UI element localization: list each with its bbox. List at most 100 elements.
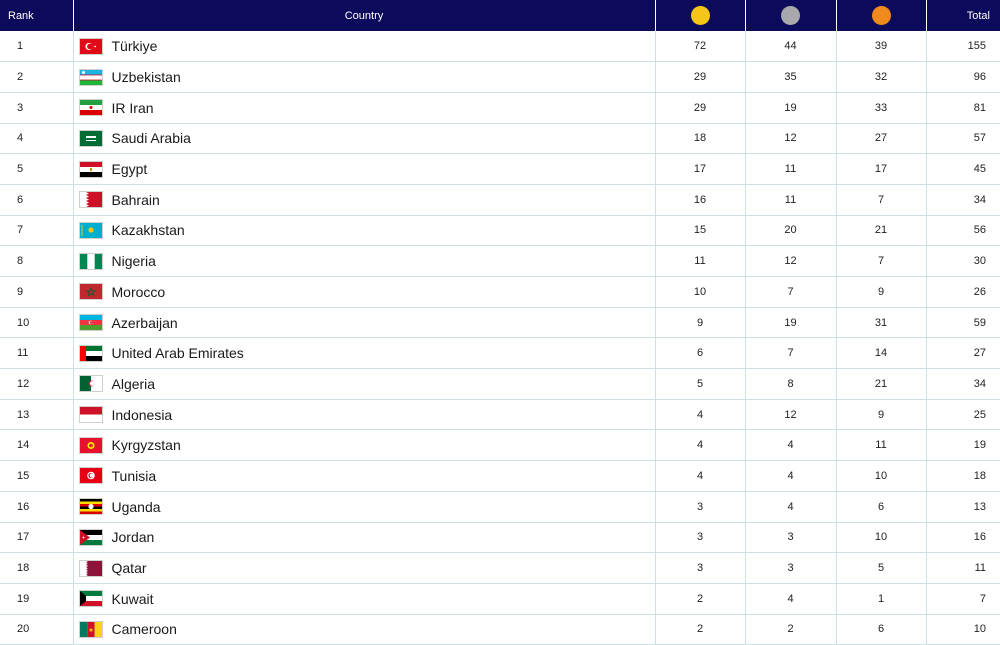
rank-cell: 14: [0, 429, 73, 462]
egypt-flag-icon: [78, 160, 103, 178]
country-name[interactable]: Algeria: [111, 375, 156, 392]
country-name[interactable]: Uzbekistan: [111, 69, 181, 86]
table-row[interactable]: 15 Tunisia 4 4 10 18: [0, 460, 1000, 492]
table-row[interactable]: 17 Jordan 3 3 10 16: [0, 522, 1000, 554]
gold-count: 29: [654, 92, 745, 124]
kazakhstan-flag-icon: [78, 221, 103, 239]
rank-cell: 19: [0, 583, 73, 615]
country-cell[interactable]: Tunisia: [72, 460, 655, 492]
bronze-header[interactable]: [835, 0, 926, 31]
table-row[interactable]: 9 Morocco 10 7 9 26: [0, 276, 1000, 308]
table-row[interactable]: 6 Bahrain 16 11 7 34: [0, 184, 1000, 216]
country-name[interactable]: Qatar: [111, 560, 147, 577]
table-row[interactable]: 16 Uganda 3 4 6 13: [0, 491, 1000, 523]
country-cell[interactable]: Algeria: [72, 368, 655, 400]
silver-count: 11: [744, 153, 836, 185]
country-name[interactable]: Türkiye: [111, 38, 158, 55]
country-cell[interactable]: Türkiye: [72, 31, 655, 63]
country-header[interactable]: Country: [72, 0, 655, 31]
table-row[interactable]: 3 IR Iran 29 19 33 81: [0, 92, 1000, 124]
table-row[interactable]: 8 Nigeria 11 12 7 30: [0, 245, 1000, 277]
jordan-flag-icon: [78, 528, 103, 546]
country-cell[interactable]: Uzbekistan: [72, 61, 655, 93]
country-cell[interactable]: United Arab Emirates: [72, 337, 655, 370]
country-cell[interactable]: Indonesia: [72, 399, 655, 431]
rank-cell: 18: [0, 552, 73, 584]
country-name[interactable]: Morocco: [111, 283, 166, 300]
table-row[interactable]: 4 Saudi Arabia 18 12 27 57: [0, 123, 1000, 155]
total-header[interactable]: Total: [925, 0, 1000, 31]
rank-cell: 10: [0, 307, 73, 339]
silver-count: 7: [744, 337, 836, 370]
table-row[interactable]: 1 Türkiye 72 44 39 155: [0, 31, 1000, 63]
gold-count: 18: [654, 123, 745, 155]
total-count: 11: [925, 552, 1000, 584]
bronze-count: 1: [835, 583, 926, 615]
silver-header[interactable]: [744, 0, 836, 31]
tunisia-flag-icon: [78, 467, 103, 485]
country-name[interactable]: Egypt: [111, 161, 148, 178]
bronze-count: 7: [835, 245, 926, 277]
country-name[interactable]: Saudi Arabia: [111, 130, 191, 147]
table-row[interactable]: 5 Egypt 17 11 17 45: [0, 153, 1000, 185]
gold-count: 6: [654, 337, 745, 370]
country-cell[interactable]: Saudi Arabia: [72, 123, 655, 155]
iran-flag-icon: [78, 99, 103, 117]
country-name[interactable]: Indonesia: [111, 406, 173, 423]
country-cell[interactable]: Morocco: [72, 276, 655, 308]
gold-header[interactable]: [654, 0, 745, 31]
table-row[interactable]: 19 Kuwait 2 4 1 7: [0, 583, 1000, 615]
rank-cell: 17: [0, 522, 73, 554]
country-name[interactable]: Jordan: [111, 529, 155, 546]
table-row[interactable]: 14 Kyrgyzstan 4 4 11 19: [0, 429, 1000, 462]
bahrain-flag-icon: [78, 191, 103, 209]
algeria-flag-icon: [78, 375, 103, 393]
table-row[interactable]: 10 Azerbaijan 9 19 31 59: [0, 307, 1000, 339]
country-name[interactable]: Cameroon: [111, 621, 177, 638]
bronze-count: 9: [835, 399, 926, 431]
table-row[interactable]: 12 Algeria 5 8 21 34: [0, 368, 1000, 400]
country-cell[interactable]: Nigeria: [72, 245, 655, 277]
uzbekistan-flag-icon: [78, 68, 103, 86]
silver-count: 4: [744, 460, 836, 492]
country-name[interactable]: Bahrain: [111, 191, 160, 208]
table-row[interactable]: 11 United Arab Emirates 6 7 14 27: [0, 337, 1000, 370]
country-name[interactable]: Kuwait: [111, 590, 154, 607]
country-cell[interactable]: Bahrain: [72, 184, 655, 216]
silver-count: 35: [744, 61, 836, 93]
indonesia-flag-icon: [78, 406, 103, 424]
country-name[interactable]: United Arab Emirates: [111, 345, 244, 362]
gold-count: 3: [654, 522, 745, 554]
gold-count: 3: [654, 552, 745, 584]
bronze-count: 17: [835, 153, 926, 185]
country-cell[interactable]: Jordan: [72, 522, 655, 554]
country-cell[interactable]: Kyrgyzstan: [72, 429, 655, 462]
rank-cell: 8: [0, 245, 73, 277]
bronze-count: 6: [835, 614, 926, 645]
country-name[interactable]: Tunisia: [111, 467, 157, 484]
country-cell[interactable]: Qatar: [72, 552, 655, 584]
total-count: 26: [925, 276, 1000, 308]
country-name[interactable]: Uganda: [111, 498, 161, 515]
uae-flag-icon: [78, 344, 103, 362]
country-cell[interactable]: IR Iran: [72, 92, 655, 124]
country-cell[interactable]: Azerbaijan: [72, 307, 655, 339]
table-header: Rank Country Total: [0, 0, 1000, 31]
table-row[interactable]: 7 Kazakhstan 15 20 21 56: [0, 215, 1000, 247]
country-cell[interactable]: Uganda: [72, 491, 655, 523]
silver-count: 7: [744, 276, 836, 308]
country-name[interactable]: Kyrgyzstan: [111, 437, 181, 454]
table-row[interactable]: 20 Cameroon 2 2 6 10: [0, 614, 1000, 645]
country-name[interactable]: IR Iran: [111, 99, 154, 116]
country-name[interactable]: Azerbaijan: [111, 314, 178, 331]
table-row[interactable]: 2 Uzbekistan 29 35 32 96: [0, 61, 1000, 93]
country-name[interactable]: Nigeria: [111, 253, 156, 270]
country-name[interactable]: Kazakhstan: [111, 222, 185, 239]
table-row[interactable]: 13 Indonesia 4 12 9 25: [0, 399, 1000, 431]
country-cell[interactable]: Kazakhstan: [72, 215, 655, 247]
country-cell[interactable]: Egypt: [72, 153, 655, 185]
country-cell[interactable]: Kuwait: [72, 583, 655, 615]
rank-header[interactable]: Rank: [8, 9, 34, 22]
table-row[interactable]: 18 Qatar 3 3 5 11: [0, 552, 1000, 584]
country-cell[interactable]: Cameroon: [72, 614, 655, 645]
